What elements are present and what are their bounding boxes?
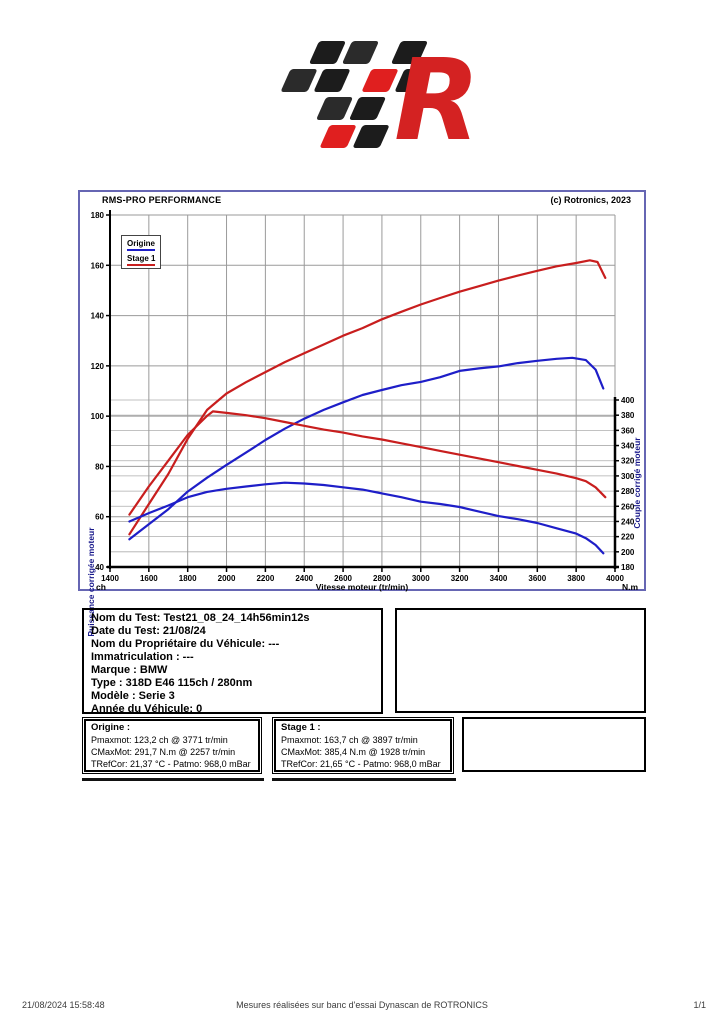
power-tick-label: 40	[95, 563, 104, 572]
vehicle-info-line: Nom du Propriétaire du Véhicule: ---	[91, 638, 280, 650]
torque-tick-label: 380	[621, 411, 635, 420]
curve-origine-puissance-ch-	[128, 356, 605, 541]
vehicle-info-line: Année du Véhicule: 0	[91, 703, 203, 714]
power-tick-label: 160	[91, 261, 105, 270]
rpm-tick-label: 3800	[567, 574, 585, 583]
torque-tick-label: 220	[621, 533, 635, 542]
rpm-tick-label: 3600	[528, 574, 546, 583]
rpm-tick-label: 3200	[451, 574, 469, 583]
origine-result-line: Pmaxmot: 123,2 ch @ 3771 tr/min	[91, 735, 228, 745]
legend-item-origine: Origine	[127, 239, 156, 251]
vehicle-info-box: Nom du Test: Test21_08_24_14h56min12s Dat…	[82, 608, 383, 714]
chart-title: RMS-PRO PERFORMANCE	[102, 195, 222, 205]
rpm-tick-label: 2200	[256, 574, 274, 583]
torque-tick-label: 360	[621, 426, 635, 435]
rpm-tick-label: 2400	[295, 574, 313, 583]
curve-stage-1-couple-n-m-	[128, 410, 607, 516]
dyno-chart-svg: 40 60 80 100 120 140 160 180 180 200 220 240 260 280 3…	[91, 210, 635, 583]
torque-unit-label: N.m	[621, 582, 638, 592]
curve-origine-couple-n-m-	[128, 481, 605, 555]
footer-note: Mesures réalisées sur banc d'essai Dynas…	[236, 1000, 488, 1010]
rpm-tick-label: 3400	[490, 574, 508, 583]
rpm-tick-label: 3000	[412, 574, 430, 583]
torque-tick-label: 300	[621, 472, 635, 481]
blank-box-bottom	[462, 717, 646, 772]
chart-copyright: (c) Rotronics, 2023	[550, 195, 631, 205]
rpm-tick-label: 1400	[101, 574, 119, 583]
rpm-tick-label: 4000	[606, 574, 624, 583]
origine-result-line: TRefCor: 21,37 °C - Patmo: 968,0 mBar	[91, 759, 251, 769]
dyno-chart-card: 40 60 80 100 120 140 160 180 180 200 220 240 260 280 3…	[78, 190, 646, 637]
origine-results-title: Origine :	[91, 722, 131, 733]
origine-results-box: Origine : Pmaxmot: 123,2 ch @ 3771 tr/mi…	[82, 717, 262, 774]
vehicle-info-line: Type : 318D E46 115ch / 280nm	[91, 677, 253, 689]
origine-underline-rule	[82, 778, 264, 781]
torque-tick-label: 280	[621, 487, 635, 496]
footer-datetime: 21/08/2024 15:58:48	[22, 1000, 105, 1010]
torque-tick-label: 180	[621, 563, 635, 572]
rpm-tick-label: 2600	[334, 574, 352, 583]
origine-result-line: CMaxMot: 291,7 N.m @ 2257 tr/min	[91, 747, 236, 757]
chart-legend: Origine Stage 1	[121, 235, 162, 269]
vehicle-info-line: Modèle : Serie 3	[91, 690, 175, 702]
torque-tick-label: 260	[621, 502, 635, 511]
stage1-result-line: TRefCor: 21,65 °C - Patmo: 968,0 mBar	[281, 759, 441, 769]
power-tick-label: 180	[91, 211, 105, 220]
torque-tick-label: 320	[621, 457, 635, 466]
curve-stage-1-puissance-ch-	[128, 259, 607, 536]
torque-tick-label: 240	[621, 517, 635, 526]
rpm-tick-label: 1800	[179, 574, 197, 583]
vehicle-info-line: Nom du Test: Test21_08_24_14h56min12s	[91, 612, 310, 624]
stage1-result-line: CMaxMot: 385,4 N.m @ 1928 tr/min	[281, 747, 426, 757]
torque-tick-label: 200	[621, 548, 635, 557]
power-unit-label: ch	[96, 582, 106, 592]
rpm-tick-label: 2000	[218, 574, 236, 583]
rms-logo: R	[281, 36, 480, 158]
legend-item-stage-1: Stage 1	[127, 254, 156, 266]
stage1-results-title: Stage 1 :	[281, 722, 321, 733]
power-tick-label: 60	[95, 513, 104, 522]
vehicle-info-line: Marque : BMW	[91, 664, 168, 676]
stage1-result-line: Pmaxmot: 163,7 ch @ 3897 tr/min	[281, 735, 418, 745]
vehicle-info-line: Immatriculation : ---	[91, 651, 194, 663]
torque-axis-label: Couple corrigé moteur	[632, 437, 642, 529]
power-tick-label: 140	[91, 312, 105, 321]
power-tick-label: 120	[91, 362, 105, 371]
vehicle-info-line: Date du Test: 21/08/24	[91, 625, 206, 637]
rpm-tick-label: 2800	[373, 574, 391, 583]
rpm-tick-label: 1600	[140, 574, 158, 583]
blank-box-top	[395, 608, 646, 713]
torque-tick-label: 400	[621, 396, 635, 405]
footer-page-number: 1/1	[693, 1000, 706, 1010]
stage1-results-box: Stage 1 : Pmaxmot: 163,7 ch @ 3897 tr/mi…	[272, 717, 454, 774]
stage1-underline-rule	[272, 778, 456, 781]
rpm-axis-label: Vitesse moteur (tr/min)	[315, 582, 409, 592]
torque-tick-label: 340	[621, 442, 635, 451]
power-tick-label: 100	[91, 412, 105, 421]
svg-text:R: R	[394, 36, 480, 158]
power-tick-label: 80	[95, 462, 104, 471]
